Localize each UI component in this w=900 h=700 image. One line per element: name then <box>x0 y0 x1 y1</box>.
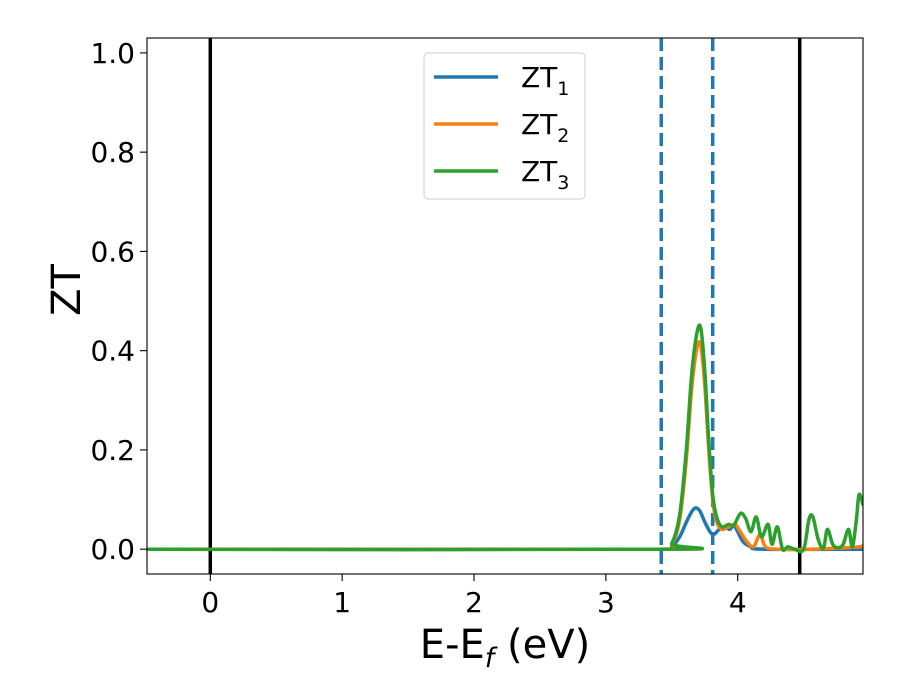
legend-box <box>423 52 586 200</box>
series-lines <box>147 323 863 554</box>
series-line-zt3 <box>147 323 863 554</box>
y-tick-label: 0.6 <box>90 235 135 268</box>
y-axis-title: ZT <box>44 264 90 316</box>
x-tick-label: 0 <box>201 586 219 619</box>
legend-label-2: ZT2 <box>521 108 569 147</box>
y-tick-label: 0.2 <box>90 434 135 467</box>
y-tick-label: 0.4 <box>90 335 135 368</box>
x-axis-title: E-Ef (eV) <box>420 622 590 674</box>
x-tick-label: 1 <box>333 586 351 619</box>
x-tick-label: 3 <box>597 586 615 619</box>
legend-label-3: ZT3 <box>521 155 569 194</box>
axes-frame <box>146 37 864 575</box>
x-axis-title-unit: (eV) <box>494 622 590 668</box>
x-tick-label: 4 <box>729 586 747 619</box>
x-axis-title-main: E-E <box>420 622 485 668</box>
legend: ZT1 ZT2 ZT3 <box>423 52 586 200</box>
y-tick-label: 0.8 <box>90 136 135 169</box>
y-tick-label: 0.0 <box>90 533 135 566</box>
x-tick-label: 2 <box>465 586 483 619</box>
legend-label-1: ZT1 <box>521 61 569 100</box>
axis-ticks: 0 1 2 3 4 0.0 0.2 0.4 0.6 0.8 1.0 <box>90 37 746 619</box>
y-tick-label: 1.0 <box>90 37 135 70</box>
